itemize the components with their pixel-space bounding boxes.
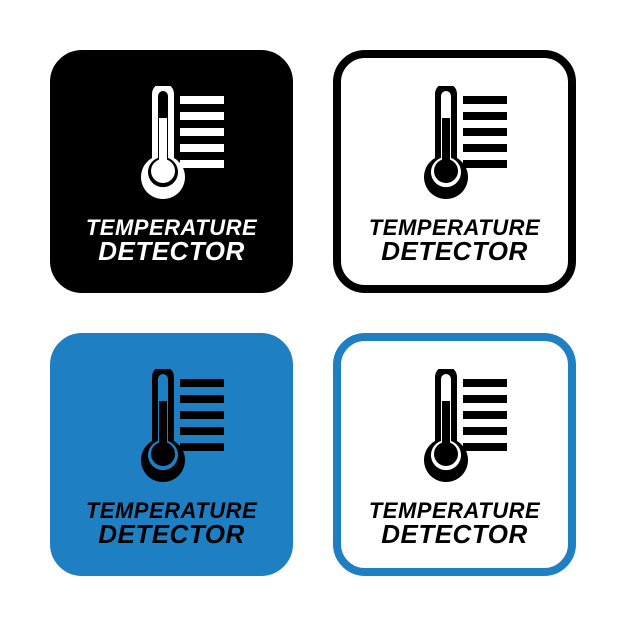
label-line2: DETECTOR: [369, 238, 540, 265]
thermometer-icon: [68, 76, 275, 216]
label-line2: DETECTOR: [86, 521, 257, 548]
label-line2: DETECTOR: [369, 521, 540, 548]
label-line2: DETECTOR: [86, 238, 257, 265]
thermometer-icon: [68, 359, 275, 499]
thermometer-icon: [351, 76, 558, 216]
badge-outline-black: TEMPERATURE DETECTOR: [333, 50, 576, 293]
thermometer-icon: [351, 359, 558, 499]
badge-outline-blue: TEMPERATURE DETECTOR: [333, 333, 576, 576]
badge-solid-blue: TEMPERATURE DETECTOR: [50, 333, 293, 576]
badge-solid-black: TEMPERATURE DETECTOR: [50, 50, 293, 293]
